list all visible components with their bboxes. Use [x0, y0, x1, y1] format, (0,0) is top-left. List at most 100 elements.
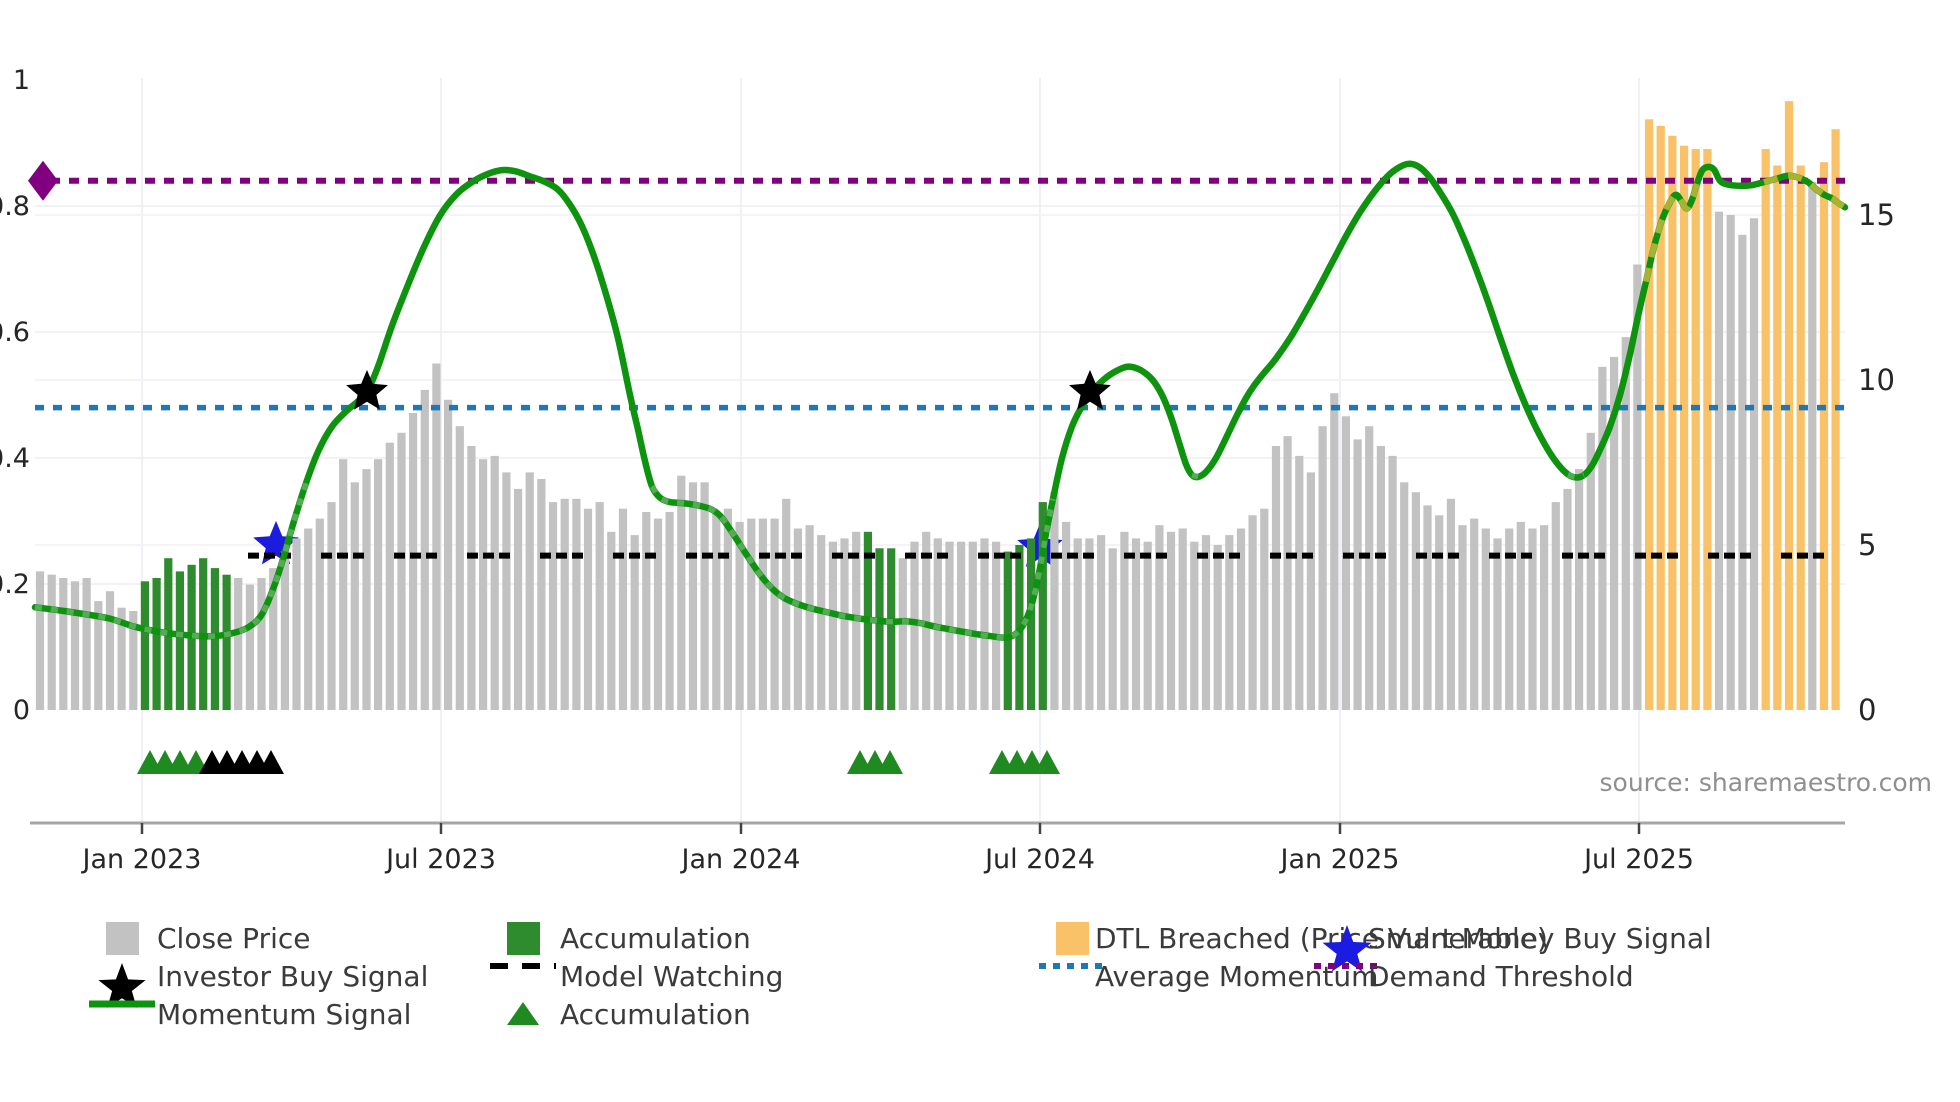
close-price-bar [444, 399, 453, 710]
close-price-bar [315, 518, 324, 710]
close-price-bar [35, 571, 45, 710]
close-price-bar [1388, 455, 1397, 710]
close-price-bar [1155, 525, 1164, 710]
close-price-bar [455, 426, 464, 710]
close-price-bar [583, 508, 593, 710]
close-price-bar [1190, 541, 1199, 710]
momentum-dash-overlay [649, 484, 1056, 641]
close-price-bar [280, 551, 289, 710]
accumulation-bar [1038, 502, 1047, 710]
dtl-breached-bar [1819, 162, 1829, 710]
close-price-bar [1446, 498, 1455, 710]
close-price-bar [1225, 535, 1234, 710]
close-price-bar [1481, 528, 1490, 710]
close-price-bar [1726, 215, 1735, 710]
close-price-bar [1575, 469, 1584, 710]
close-price-bar [1236, 528, 1246, 710]
x-axis-tick-label: Jan 2024 [680, 844, 801, 875]
close-price-bar [1143, 541, 1152, 710]
dtl-breached-bar [1773, 165, 1782, 710]
close-price-bar [1516, 521, 1525, 710]
close-price-bar [1633, 264, 1642, 710]
close-price-bar [339, 459, 348, 710]
close-price-bar [840, 538, 849, 710]
close-price-bar [479, 459, 488, 710]
right-axis-tick-label: 10 [1858, 363, 1895, 397]
dtl-breached-bar [1703, 149, 1712, 710]
accumulation-triangle-black [258, 750, 284, 774]
right-axis-tick-label: 15 [1858, 198, 1895, 232]
close-price-bar [292, 538, 301, 710]
close-price-bar [1248, 515, 1257, 710]
close-price-bar [327, 502, 336, 710]
left-axis-tick-label: 0.4 [0, 443, 30, 474]
close-price-bar [688, 482, 698, 710]
dtl-breached-bar [1796, 165, 1805, 710]
close-price-bar [1306, 472, 1315, 710]
x-axis-tick-label: Jan 2023 [81, 844, 202, 875]
close-price-bar [782, 498, 791, 710]
close-price-bar [1131, 538, 1141, 710]
close-price-bar [957, 541, 966, 710]
dtl-breached-bar [1645, 119, 1654, 711]
accumulation-bar [875, 548, 884, 710]
close-price-bar [630, 535, 639, 710]
close-price-bar [828, 541, 837, 710]
close-price-bar [82, 578, 91, 710]
x-axis-tick-label: Jul 2025 [1582, 844, 1694, 875]
close-price-bar [735, 521, 744, 710]
close-price-bar [980, 538, 989, 710]
accumulation-bar [140, 581, 149, 710]
close-price-bar [245, 584, 254, 710]
close-price-bar [677, 475, 686, 710]
momentum-dash-overlay [1566, 471, 1585, 481]
close-price-bar [1341, 416, 1350, 710]
close-price-bar [642, 512, 651, 710]
momentum-olive-overlay [1763, 172, 1847, 210]
close-price-bar [968, 541, 977, 710]
momentum-dash-overlay [34, 482, 309, 640]
investor-buy-signal-star [1069, 369, 1111, 410]
close-price-bar [1365, 426, 1374, 710]
close-price-bar [1062, 521, 1071, 710]
close-price-bar [385, 442, 394, 710]
close-price-bar [817, 535, 826, 710]
close-price-bar [653, 518, 663, 710]
close-price-bar [304, 528, 313, 710]
close-price-bar [607, 531, 616, 710]
close-price-bar [374, 459, 383, 710]
close-price-bar [1085, 538, 1094, 710]
close-price-bar [467, 446, 476, 710]
close-price-bar [1073, 538, 1082, 710]
close-price-bar [723, 508, 732, 710]
dtl-breached-bar [1761, 149, 1770, 710]
close-price-bar [747, 518, 756, 710]
close-price-bar [1551, 502, 1560, 710]
close-price-bar [47, 574, 56, 710]
left-axis-tick-label: 0 [13, 695, 30, 726]
left-axis-tick-label: 0.8 [0, 191, 30, 222]
demand-threshold-diamond [28, 160, 58, 201]
close-price-bar [1376, 446, 1385, 710]
accumulation-bar [175, 571, 184, 710]
close-price-bar [1598, 366, 1607, 710]
close-price-bar [1528, 528, 1537, 710]
close-price-bar [1423, 505, 1432, 710]
close-price-bar [409, 413, 418, 710]
close-price-bar [898, 558, 907, 710]
close-price-bar [1749, 218, 1759, 711]
close-price-bar [1260, 508, 1269, 710]
close-price-bar [537, 479, 546, 710]
close-price-bar [595, 502, 604, 710]
close-price-bar [945, 541, 954, 710]
close-price-bar [770, 518, 779, 710]
close-price-bar [1178, 528, 1187, 710]
close-price-bar [502, 472, 511, 710]
momentum-dash-overlay [1191, 472, 1199, 480]
accumulation-bar [1003, 551, 1012, 710]
close-price-bar [560, 498, 569, 710]
close-price-bar [1330, 393, 1339, 710]
close-price-bar [525, 472, 534, 710]
close-price-bar [1283, 436, 1292, 710]
